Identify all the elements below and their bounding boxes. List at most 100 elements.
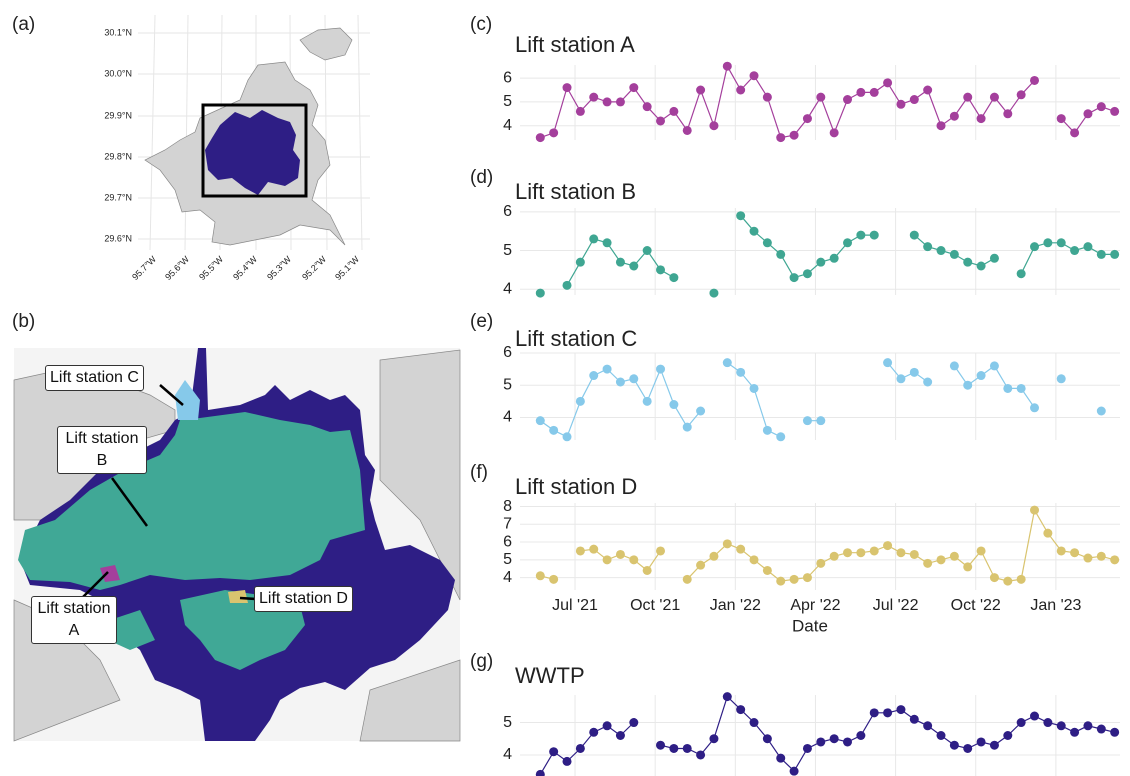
data-point (736, 705, 746, 715)
chart-title: WWTP (515, 663, 585, 688)
x-axis-label: Date (792, 616, 828, 635)
chart-title: Lift station C (515, 326, 637, 351)
lift-station-a-area (100, 565, 120, 582)
data-point (869, 230, 879, 240)
data-point (549, 425, 559, 435)
lat-label: 29.6°N (104, 233, 132, 243)
data-point (816, 416, 826, 426)
data-point (963, 92, 973, 102)
data-point (615, 97, 625, 107)
panel-label: (f) (470, 462, 488, 483)
data-point (816, 558, 826, 568)
data-point (816, 737, 826, 747)
data-point (1056, 721, 1066, 731)
data-point (709, 288, 719, 298)
data-point (936, 121, 946, 131)
data-point (896, 99, 906, 109)
data-point (989, 92, 999, 102)
data-point (869, 87, 879, 97)
y-tick-label: 4 (503, 280, 512, 297)
panel-label: (b) (12, 311, 35, 332)
data-point (1043, 528, 1053, 538)
lat-label: 29.8°N (104, 151, 132, 161)
data-point (602, 721, 612, 731)
data-point (589, 544, 599, 554)
data-point (896, 374, 906, 384)
data-point (883, 541, 893, 551)
data-point (963, 380, 973, 390)
data-point (1110, 249, 1120, 259)
data-point (923, 377, 933, 387)
data-point (883, 708, 893, 718)
lat-label: 29.7°N (104, 192, 132, 202)
data-point (722, 692, 732, 702)
y-tick-label: 4 (503, 409, 512, 426)
y-tick-label: 6 (503, 344, 512, 361)
data-point (1003, 109, 1013, 119)
x-tick-label: Jan '23 (1030, 597, 1081, 614)
chart-title: Lift station D (515, 474, 637, 499)
data-point (1096, 724, 1106, 734)
map-label: Lift station A (31, 596, 117, 644)
data-point (856, 230, 866, 240)
data-point (749, 555, 759, 565)
data-point (1083, 553, 1093, 563)
chart-title: Lift station A (515, 32, 635, 57)
y-tick-label: 8 (503, 498, 512, 515)
data-point (856, 731, 866, 740)
data-point (615, 257, 625, 267)
data-point (1030, 711, 1040, 721)
data-point (789, 574, 799, 584)
data-point (1016, 269, 1026, 279)
data-point (923, 85, 933, 95)
panel-label: (c) (470, 14, 492, 35)
lon-label: 95.1°W (333, 254, 361, 282)
lon-label: 95.2°W (300, 254, 328, 282)
data-point (789, 273, 799, 283)
sewershed (205, 110, 300, 195)
data-point (1030, 403, 1040, 413)
data-point (963, 562, 973, 572)
data-point (575, 106, 585, 116)
data-point (949, 740, 959, 750)
data-point (1083, 109, 1093, 119)
map-label: Lift station C (45, 365, 144, 391)
data-point (762, 425, 772, 435)
data-point (1096, 551, 1106, 561)
data-point (896, 705, 906, 715)
map-label: Lift station B (57, 426, 147, 474)
data-point (722, 61, 732, 71)
data-point (976, 371, 986, 381)
data-point (1043, 718, 1053, 728)
data-point (883, 78, 893, 88)
zoom-box (201, 103, 308, 198)
data-point (976, 114, 986, 124)
data-point (1070, 727, 1080, 737)
x-tick-label: Jul '22 (873, 597, 919, 614)
data-point (709, 551, 719, 561)
data-point (749, 71, 759, 81)
data-point (669, 273, 679, 283)
data-point (802, 114, 812, 124)
data-point (1003, 383, 1013, 393)
data-point (682, 125, 692, 135)
lat-label: 30.1°N (104, 27, 132, 37)
data-point (856, 548, 866, 558)
data-point (642, 102, 652, 112)
data-point (776, 249, 786, 259)
x-tick-label: Oct '21 (630, 597, 680, 614)
data-point (1056, 114, 1066, 124)
data-point (549, 574, 559, 584)
data-point (949, 249, 959, 259)
data-point (549, 747, 559, 757)
data-point (535, 133, 545, 143)
data-point (843, 95, 853, 105)
data-point (963, 743, 973, 753)
data-point (696, 85, 706, 95)
data-point (829, 734, 839, 744)
data-point (629, 555, 639, 565)
data-point (869, 546, 879, 556)
data-point (642, 246, 652, 256)
data-point (923, 721, 933, 731)
